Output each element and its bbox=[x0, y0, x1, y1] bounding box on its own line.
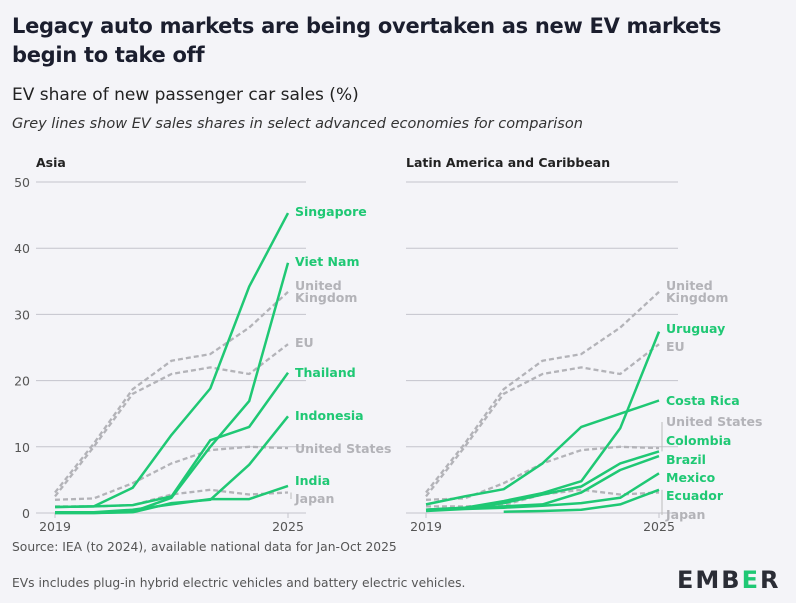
source-note: Source: IEA (to 2024), available nationa… bbox=[12, 540, 397, 554]
series-label: Kingdom bbox=[295, 290, 357, 305]
series-line-costa-rica bbox=[425, 399, 660, 506]
chart-subtitle: EV share of new passenger car sales (%) bbox=[12, 85, 359, 105]
y-tick-label: 40 bbox=[14, 241, 30, 256]
series-line-india bbox=[55, 484, 289, 514]
series-label: Viet Nam bbox=[295, 254, 359, 269]
series-label: Thailand bbox=[295, 365, 356, 380]
series-label: United bbox=[295, 278, 342, 293]
series-label: Japan bbox=[665, 507, 705, 522]
series-line-viet-nam bbox=[55, 262, 290, 515]
definition-note: EVs includes plug-in hybrid electric veh… bbox=[12, 576, 466, 590]
series-label: Costa Rica bbox=[666, 393, 740, 408]
ember-logo: EMBER bbox=[677, 566, 781, 594]
y-tick-label: 10 bbox=[14, 440, 30, 455]
series-line-united-kingdom bbox=[54, 291, 289, 494]
series-label: United bbox=[666, 278, 713, 293]
series-line-japan bbox=[55, 488, 289, 508]
panel-title: Latin America and Caribbean bbox=[406, 155, 610, 170]
series-label: EU bbox=[295, 335, 314, 350]
series-label: Uruguay bbox=[666, 321, 725, 336]
series-line-uruguay bbox=[425, 331, 661, 511]
series-line-thailand bbox=[54, 371, 290, 509]
series-label: Kingdom bbox=[666, 290, 728, 305]
series-line-ecuador bbox=[503, 488, 660, 513]
series-label: Singapore bbox=[295, 204, 367, 219]
series-line-colombia bbox=[425, 450, 660, 511]
x-tick-label: 2025 bbox=[643, 519, 675, 534]
series-line-brazil bbox=[425, 454, 660, 511]
series-label: United States bbox=[666, 414, 762, 429]
series-line-united-states bbox=[54, 445, 289, 501]
x-tick-label: 2019 bbox=[410, 519, 442, 534]
chart-title: Legacy auto markets are being overtaken … bbox=[12, 14, 722, 67]
series-line-japan bbox=[426, 488, 660, 508]
series-label: Colombia bbox=[666, 433, 731, 448]
series-label: Mexico bbox=[666, 470, 716, 485]
y-tick-label: 50 bbox=[14, 175, 30, 190]
series-label: Ecuador bbox=[666, 488, 724, 503]
y-tick-label: 30 bbox=[14, 307, 30, 322]
chart-note: Grey lines show EV sales shares in selec… bbox=[12, 116, 583, 132]
series-label: Indonesia bbox=[295, 408, 364, 423]
x-tick-label: 2019 bbox=[39, 519, 71, 534]
series-label: Japan bbox=[294, 491, 334, 506]
y-tick-label: 20 bbox=[14, 374, 30, 389]
series-line-eu bbox=[54, 343, 289, 498]
panel-title: Asia bbox=[36, 155, 66, 170]
x-tick-label: 2025 bbox=[272, 519, 304, 534]
y-tick-label: 0 bbox=[22, 506, 30, 521]
series-line-mexico bbox=[425, 472, 660, 513]
series-label: EU bbox=[666, 339, 685, 354]
series-label: United States bbox=[295, 441, 391, 456]
series-line-united-kingdom bbox=[425, 291, 660, 494]
series-line-eu bbox=[425, 343, 660, 498]
series-label: Brazil bbox=[666, 452, 706, 467]
series-label: India bbox=[295, 473, 330, 488]
